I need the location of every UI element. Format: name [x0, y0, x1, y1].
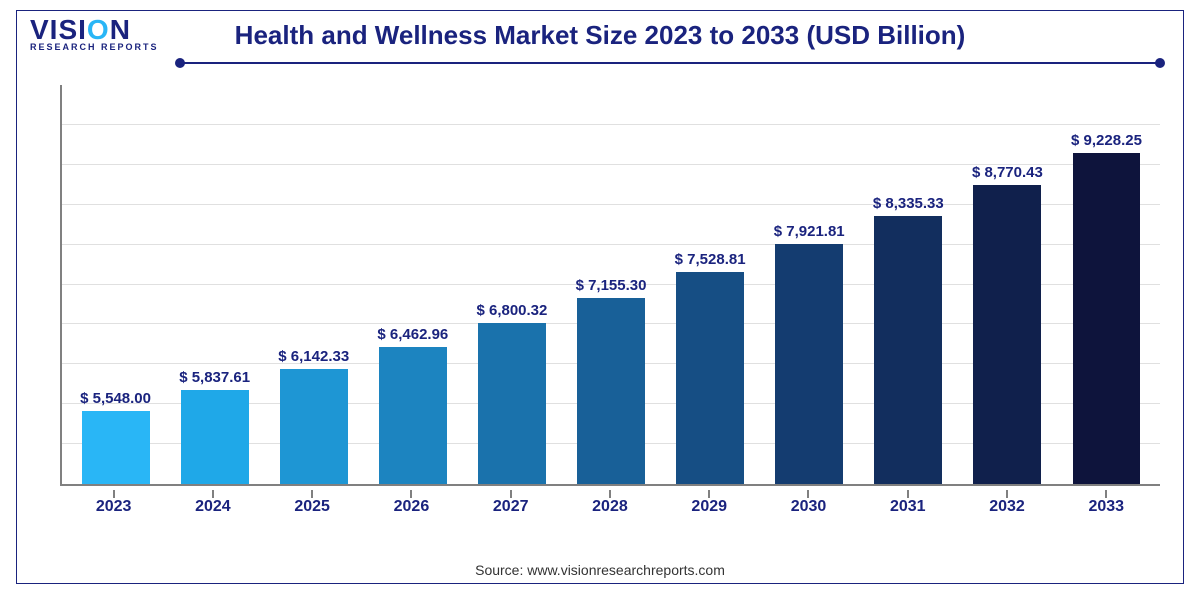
bar-value-label: $ 7,921.81 — [774, 223, 845, 240]
bar-value-label: $ 7,528.81 — [675, 251, 746, 268]
chart-area: $ 5,548.00 $ 5,837.61 $ 6,142.33 $ 6,462.96… — [50, 85, 1160, 520]
x-tick — [113, 490, 115, 498]
bar-value-label: $ 6,462.96 — [377, 326, 448, 343]
x-tick — [1006, 490, 1008, 498]
x-tick — [311, 490, 313, 498]
x-label-wrap: 2030 — [765, 490, 852, 520]
title-divider — [180, 62, 1160, 64]
bar-value-label: $ 9,228.25 — [1071, 132, 1142, 149]
bar-wrap: $ 5,837.61 — [171, 85, 258, 484]
bar-wrap: $ 9,228.25 — [1063, 85, 1150, 484]
bar-wrap: $ 8,335.33 — [865, 85, 952, 484]
x-label-wrap: 2028 — [566, 490, 653, 520]
bar-value-label: $ 8,770.43 — [972, 164, 1043, 181]
bar-wrap: $ 8,770.43 — [964, 85, 1051, 484]
bar — [1073, 153, 1141, 484]
x-tick — [1105, 490, 1107, 498]
bar-value-label: $ 5,837.61 — [179, 369, 250, 386]
bar — [82, 411, 150, 484]
x-label-wrap: 2025 — [269, 490, 356, 520]
bar-wrap: $ 6,462.96 — [369, 85, 456, 484]
x-label-wrap: 2026 — [368, 490, 455, 520]
bar — [874, 216, 942, 484]
bar-value-label: $ 8,335.33 — [873, 195, 944, 212]
bar — [478, 323, 546, 484]
x-tick — [410, 490, 412, 498]
bar-wrap: $ 6,800.32 — [468, 85, 555, 484]
bar — [280, 369, 348, 484]
x-axis-labels: 2023 2024 2025 2026 2027 2028 2029 2030 2031 2032… — [60, 490, 1160, 520]
bar-wrap: $ 6,142.33 — [270, 85, 357, 484]
x-tick — [708, 490, 710, 498]
bar-value-label: $ 6,800.32 — [476, 302, 547, 319]
bar-value-label: $ 5,548.00 — [80, 390, 151, 407]
bar — [577, 298, 645, 484]
bar-value-label: $ 7,155.30 — [576, 277, 647, 294]
x-label-wrap: 2024 — [169, 490, 256, 520]
bar-wrap: $ 5,548.00 — [72, 85, 159, 484]
bar-wrap: $ 7,155.30 — [567, 85, 654, 484]
bar — [775, 244, 843, 484]
x-label-wrap: 2031 — [864, 490, 951, 520]
x-tick — [510, 490, 512, 498]
bar — [676, 272, 744, 484]
x-label-wrap: 2029 — [666, 490, 753, 520]
bar — [973, 185, 1041, 484]
bar-wrap: $ 7,921.81 — [766, 85, 853, 484]
chart-title: Health and Wellness Market Size 2023 to … — [0, 20, 1200, 51]
bar — [181, 390, 249, 484]
x-tick — [807, 490, 809, 498]
x-label-wrap: 2033 — [1063, 490, 1150, 520]
x-label-wrap: 2023 — [70, 490, 157, 520]
x-label-wrap: 2027 — [467, 490, 554, 520]
x-tick — [907, 490, 909, 498]
bar-wrap: $ 7,528.81 — [667, 85, 754, 484]
x-tick — [212, 490, 214, 498]
x-label-wrap: 2032 — [963, 490, 1050, 520]
plot-region: $ 5,548.00 $ 5,837.61 $ 6,142.33 $ 6,462.96… — [60, 85, 1160, 486]
bar — [379, 347, 447, 484]
bar-value-label: $ 6,142.33 — [278, 348, 349, 365]
source-text: Source: www.visionresearchreports.com — [0, 562, 1200, 578]
x-tick — [609, 490, 611, 498]
bars-container: $ 5,548.00 $ 5,837.61 $ 6,142.33 $ 6,462.96… — [62, 85, 1160, 484]
